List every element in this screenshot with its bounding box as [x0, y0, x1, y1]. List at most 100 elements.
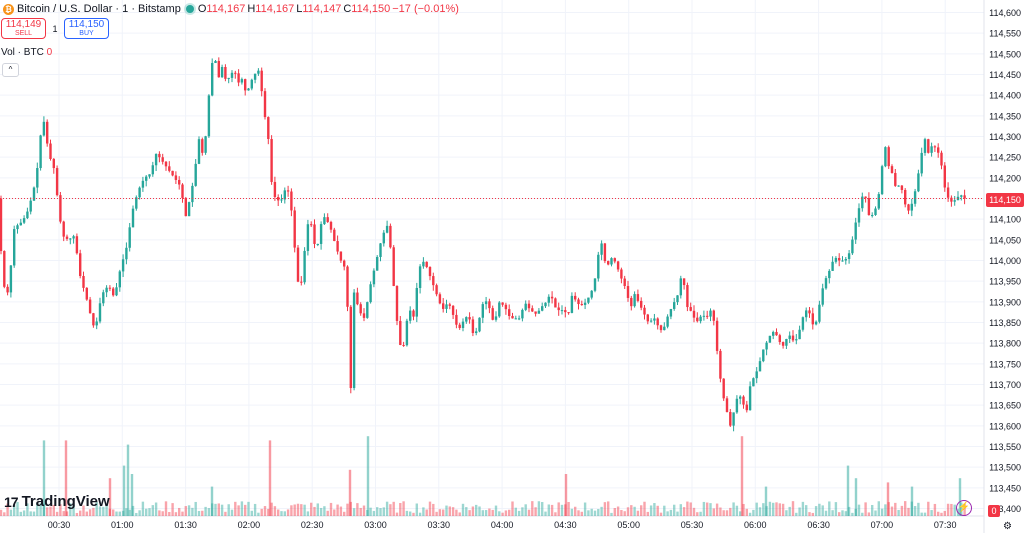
- candle-body: [300, 281, 303, 283]
- x-tick-label: 07:30: [934, 520, 957, 530]
- y-tick-label: 114,050: [989, 235, 1021, 245]
- volume-bar: [623, 511, 626, 516]
- candle-body: [755, 371, 758, 379]
- volume-bar: [432, 503, 435, 516]
- candle-body: [306, 224, 310, 251]
- volume-bar: [52, 504, 55, 516]
- volume-bar: [13, 505, 16, 516]
- settings-gear-icon[interactable]: ⚙: [1003, 521, 1012, 532]
- volume-bar: [187, 505, 191, 516]
- volume-bar: [626, 507, 630, 516]
- candle-body: [785, 338, 788, 346]
- volume-bar: [333, 509, 336, 516]
- candle-body: [541, 306, 544, 311]
- candle-body: [748, 386, 752, 411]
- candle-body: [214, 60, 217, 64]
- volume-bar: [130, 474, 134, 516]
- volume-bar: [418, 512, 422, 516]
- candle-body: [623, 278, 626, 287]
- tradingview-logo[interactable]: 17 TradingView: [4, 493, 110, 510]
- candle-body: [607, 261, 610, 265]
- volume-bar: [46, 507, 49, 516]
- candle-body: [871, 215, 874, 217]
- lightning-icon[interactable]: ⚡: [956, 500, 972, 516]
- close-label: C: [343, 3, 352, 15]
- volume-bar: [191, 507, 194, 516]
- candle-body: [168, 166, 171, 171]
- volume-bar: [234, 501, 237, 516]
- candle-body: [920, 152, 923, 174]
- volume-bar: [79, 510, 82, 516]
- volume-bar: [560, 504, 564, 516]
- symbol-title[interactable]: Bitcoin / U.S. Dollar · 1 · Bitstamp: [17, 3, 181, 15]
- candle-body: [844, 259, 847, 261]
- volume-bar: [174, 512, 178, 516]
- sell-button[interactable]: 114,149 SELL: [1, 18, 46, 39]
- volume-bar: [207, 508, 211, 516]
- volume-bar: [82, 505, 85, 516]
- volume-bar: [369, 507, 372, 516]
- candle-body: [851, 239, 854, 254]
- candle-body: [191, 185, 194, 203]
- candle-body: [131, 208, 135, 228]
- collapse-legend-button[interactable]: ^: [2, 63, 19, 77]
- volume-bar: [742, 503, 745, 516]
- candle-body: [696, 317, 699, 322]
- candle-body: [230, 72, 234, 78]
- candle-body: [366, 302, 369, 318]
- candle-body: [742, 396, 745, 405]
- x-tick-label: 04:00: [491, 520, 514, 530]
- candle-body: [913, 191, 917, 204]
- candle-body: [92, 313, 95, 326]
- volume-bar: [247, 501, 250, 516]
- candle-body: [432, 276, 435, 286]
- candle-body: [6, 286, 9, 293]
- volume-bar: [300, 504, 303, 516]
- volume-bar: [640, 505, 643, 516]
- volume-bar: [851, 512, 854, 516]
- candle-body: [818, 304, 821, 322]
- candle-body: [778, 335, 781, 343]
- candle-body: [554, 298, 557, 308]
- volume-bar: [692, 507, 696, 516]
- sell-price: 114,149: [5, 18, 42, 30]
- candle-body: [732, 412, 735, 426]
- volume-bar: [590, 508, 593, 516]
- volume-bar: [857, 504, 861, 516]
- market-status-icon: [185, 5, 194, 13]
- volume-bar: [511, 501, 514, 516]
- volume-bar: [468, 510, 471, 516]
- candle-body: [418, 266, 422, 288]
- candle-body: [250, 79, 253, 89]
- volume-legend[interactable]: Vol · BTC 0: [1, 47, 52, 58]
- candle-body: [369, 284, 372, 303]
- volume-bar: [953, 504, 956, 516]
- volume-bar: [636, 510, 640, 516]
- buy-button[interactable]: 114,150 BUY: [64, 18, 109, 39]
- volume-bar: [884, 504, 887, 516]
- volume-bar: [669, 509, 673, 516]
- candle-body: [933, 146, 937, 148]
- volume-bar: [524, 504, 527, 516]
- candle-body: [442, 303, 445, 309]
- volume-bar: [808, 512, 811, 516]
- volume-bar: [415, 503, 418, 516]
- volume-bar: [346, 503, 349, 516]
- y-tick-label: 113,500: [989, 463, 1021, 473]
- volume-bar: [151, 505, 154, 516]
- candle-body: [451, 305, 455, 315]
- volume-bar: [682, 507, 686, 516]
- x-tick-label: 06:00: [744, 520, 767, 530]
- volume-bar: [85, 511, 88, 516]
- volume-bar: [108, 478, 112, 516]
- candle-body: [244, 79, 247, 91]
- candle-body: [13, 229, 16, 266]
- candle-body: [16, 225, 19, 230]
- candle-body: [791, 335, 795, 341]
- volume-value: 0: [46, 47, 53, 58]
- candle-body: [613, 258, 616, 262]
- volume-bar: [214, 503, 217, 516]
- candle-body: [346, 266, 349, 307]
- y-tick-label: 113,400: [989, 504, 1021, 514]
